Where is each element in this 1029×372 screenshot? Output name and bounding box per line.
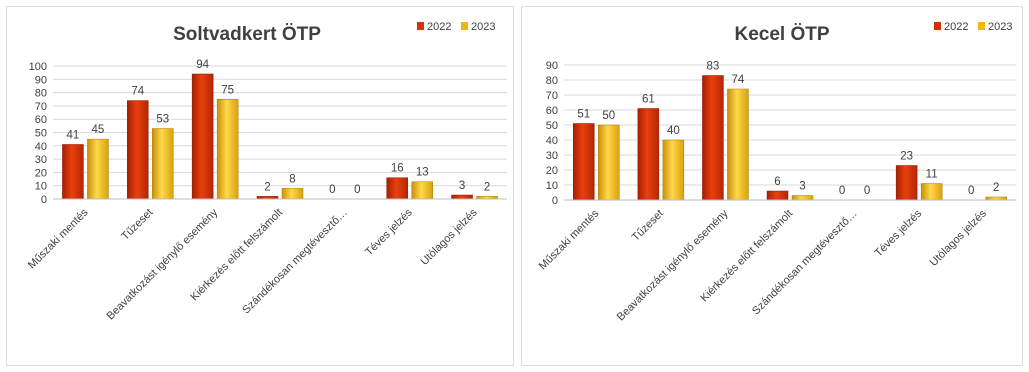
x-tick-label-0: Műszaki mentés: [26, 206, 91, 271]
data-label-2023-6: 2: [484, 181, 490, 193]
bar-2023-2: [727, 88, 749, 201]
data-label-2022-1: 74: [131, 86, 144, 98]
bar-2023-0: [598, 124, 620, 201]
bar-2023-3: [281, 188, 304, 200]
x-tick-label-2: Beavatkozást igénylő esemény: [615, 207, 731, 323]
bar-2022-2: [702, 75, 724, 201]
data-label-2022-0: 41: [67, 129, 80, 141]
legend-swatch-2022: [934, 22, 941, 30]
y-tick-label-20: 20: [546, 165, 558, 177]
y-tick-label-50: 50: [35, 128, 47, 140]
data-label-2023-4: 0: [354, 184, 360, 196]
data-label-2023-6: 2: [993, 182, 999, 194]
x-tick-label-4: Szándékosan megtévesztő…: [750, 208, 860, 318]
data-label-2023-0: 45: [92, 124, 105, 136]
y-tick-label-60: 60: [35, 114, 47, 126]
y-tick-label-50: 50: [546, 120, 558, 132]
bar-2023-5: [411, 181, 433, 200]
x-tick-label-1: Tűzeset: [630, 208, 666, 244]
y-tick-label-0: 0: [41, 194, 47, 206]
bar-2022-3: [766, 190, 789, 201]
x-tick-label-0: Műszaki mentés: [537, 207, 602, 272]
data-label-2023-3: 3: [799, 181, 805, 193]
data-label-2022-4: 0: [839, 185, 845, 197]
data-label-2023-3: 8: [289, 173, 295, 185]
legend-label-2023: 2023: [471, 21, 495, 33]
data-label-2022-2: 94: [196, 59, 209, 71]
x-tick-label-2: Beavatkozást igénylő esemény: [105, 206, 221, 322]
y-tick-label-70: 70: [35, 101, 47, 113]
bar-2022-6: [451, 194, 473, 200]
chart-panel-soltvadkert: Soltvadkert ÖTP 2022 2023 0 10 20 30 40 50 60 70 80…: [6, 6, 514, 366]
y-tick-label-40: 40: [35, 141, 47, 153]
chart-svg-soltvadkert: Soltvadkert ÖTP 2022 202301020304050607080…: [26, 21, 507, 322]
y-tick-label-30: 30: [546, 150, 558, 162]
y-tick-label-60: 60: [546, 105, 558, 117]
y-tick-label-10: 10: [35, 181, 47, 193]
y-tick-label-70: 70: [546, 90, 558, 102]
bar-2023-5: [920, 183, 943, 201]
x-tick-label-4: Szándékosan megtévesztő…: [240, 207, 350, 317]
x-tick-label-1: Tűzeset: [119, 207, 155, 243]
data-label-2022-5: 16: [391, 163, 404, 175]
y-tick-label-90: 90: [546, 60, 558, 72]
bar-2022-2: [191, 73, 214, 200]
bar-2023-0: [87, 138, 109, 200]
legend-swatch-2022: [417, 22, 424, 30]
y-tick-label-40: 40: [546, 135, 558, 147]
bar-2022-0: [573, 123, 595, 201]
data-label-2022-5: 23: [900, 151, 913, 163]
data-label-2022-1: 61: [642, 94, 655, 106]
data-label-2023-1: 53: [156, 114, 169, 126]
chart-title: Soltvadkert ÖTP: [173, 24, 321, 45]
y-tick-label-20: 20: [35, 167, 47, 179]
legend-label-2023: 2023: [988, 21, 1012, 33]
data-label-2022-3: 2: [264, 181, 270, 193]
x-tick-label-6: Utólagos jelzés: [418, 206, 480, 268]
bar-2023-1: [152, 128, 174, 200]
data-label-2022-4: 0: [329, 184, 335, 196]
legend-swatch-2023: [978, 22, 985, 30]
bar-2023-1: [662, 139, 685, 201]
y-tick-label-100: 100: [29, 61, 47, 73]
x-tick-label-5: Téves jelzés: [873, 207, 925, 259]
y-tick-label-0: 0: [552, 195, 558, 207]
bar-2023-2: [216, 99, 239, 200]
data-label-2023-2: 74: [732, 74, 745, 86]
y-tick-label-30: 30: [35, 154, 47, 166]
y-tick-label-80: 80: [35, 88, 47, 100]
data-label-2022-6: 0: [968, 185, 974, 197]
bar-2023-3: [791, 195, 814, 201]
chart-panel-kecel: Kecel ÖTP 2022 2023 0 10 20 30 40 50 60 70 80 90 51 50…: [521, 6, 1023, 366]
x-tick-label-5: Téves jelzés: [363, 206, 415, 258]
legend-label-2022: 2022: [427, 21, 451, 33]
data-label-2023-2: 75: [221, 84, 234, 96]
data-label-2023-5: 13: [416, 167, 429, 179]
data-label-2022-6: 3: [459, 180, 465, 192]
chart-title: Kecel ÖTP: [734, 24, 829, 45]
bar-2022-5: [895, 165, 918, 201]
data-label-2023-5: 11: [926, 169, 938, 181]
data-label-2023-4: 0: [864, 185, 870, 197]
bar-2022-1: [637, 108, 660, 201]
x-tick-label-6: Utólagos jelzés: [928, 207, 990, 269]
y-tick-label-80: 80: [546, 75, 558, 87]
y-tick-label-10: 10: [546, 180, 558, 192]
data-label-2023-1: 40: [667, 125, 680, 137]
data-label-2023-0: 50: [602, 110, 615, 122]
y-tick-label-90: 90: [35, 74, 47, 86]
data-label-2022-2: 83: [707, 61, 720, 73]
bar-2022-1: [127, 100, 149, 200]
bar-2022-0: [62, 144, 84, 200]
bar-2022-5: [386, 177, 408, 200]
data-label-2022-0: 51: [577, 109, 590, 121]
legend-swatch-2023: [461, 22, 468, 30]
data-label-2022-3: 6: [774, 176, 780, 188]
legend-label-2022: 2022: [944, 21, 968, 33]
